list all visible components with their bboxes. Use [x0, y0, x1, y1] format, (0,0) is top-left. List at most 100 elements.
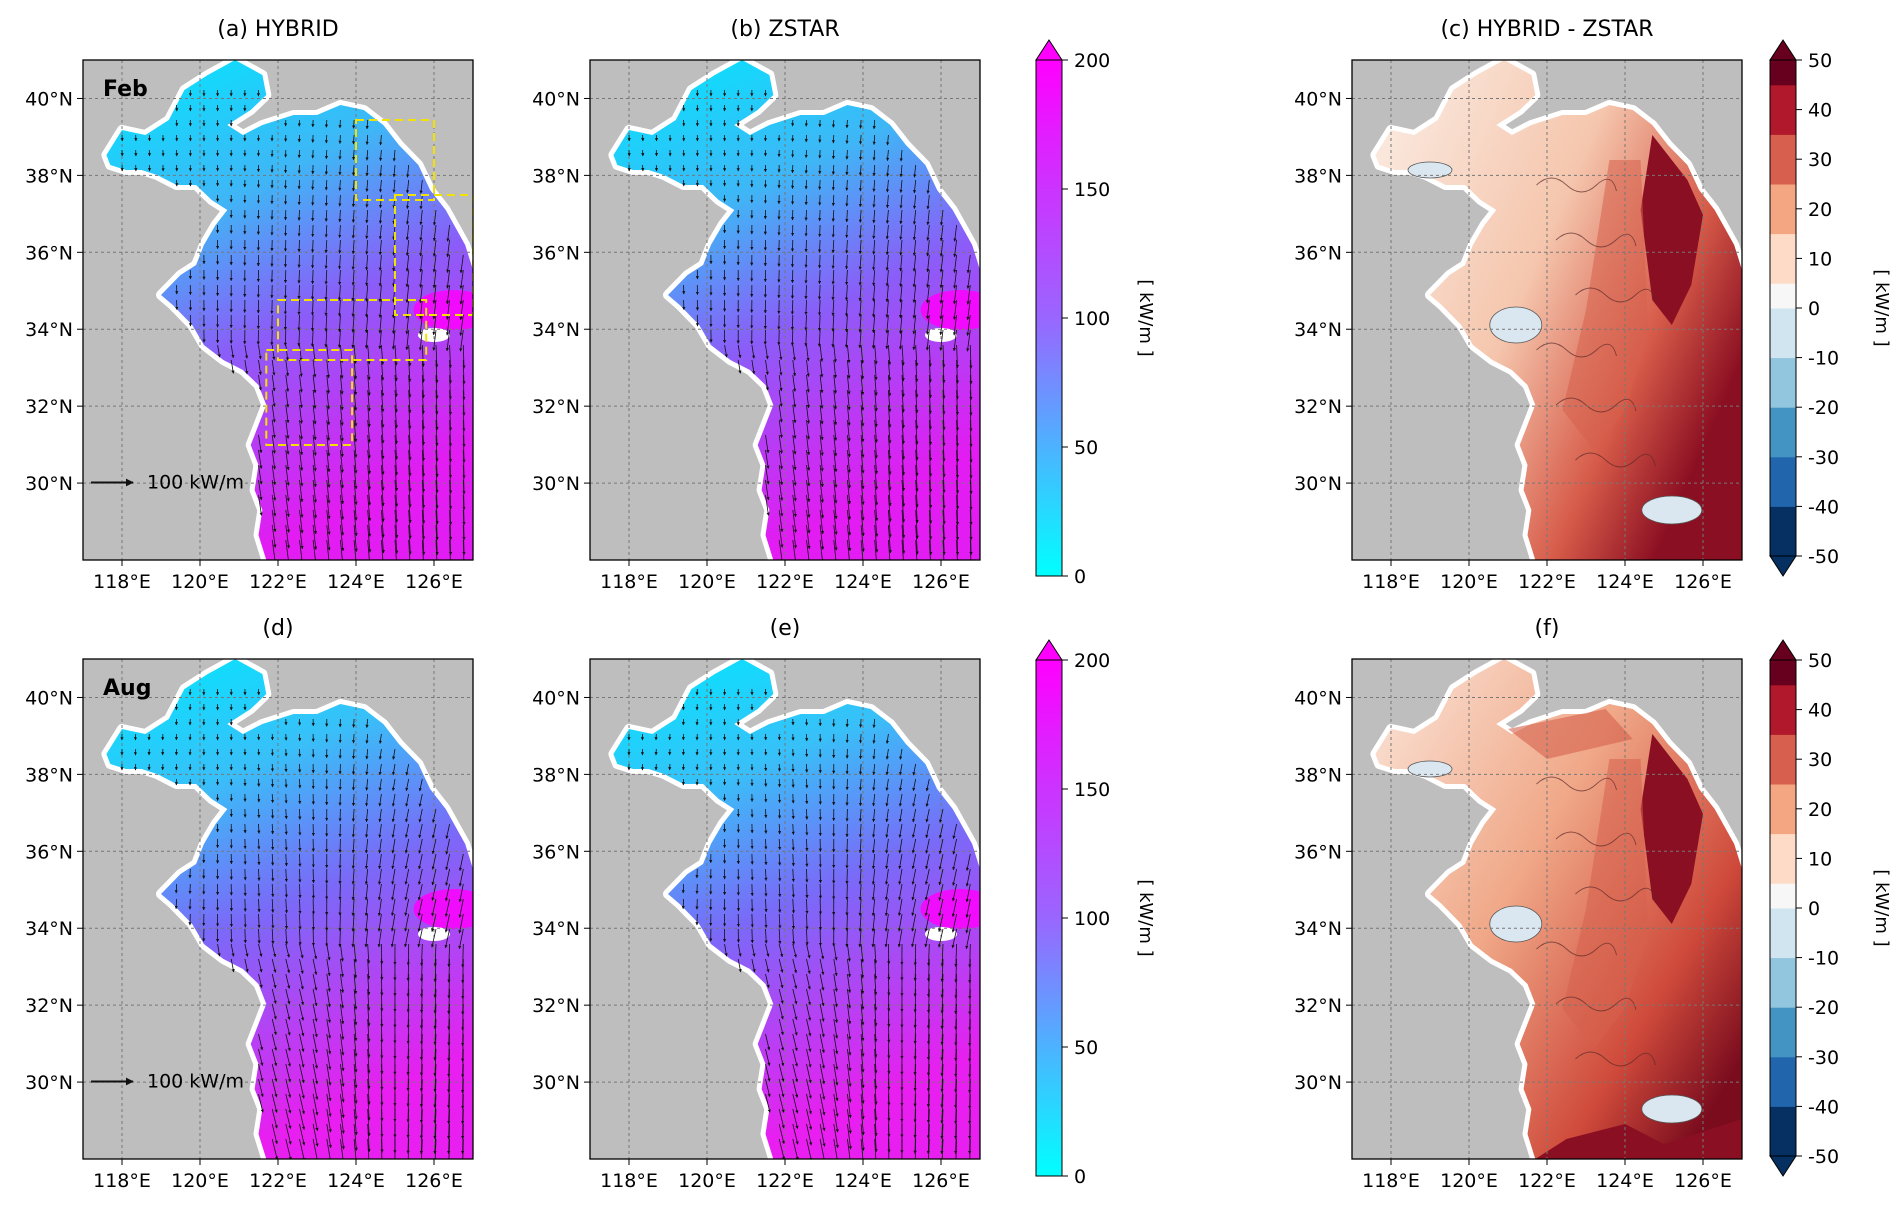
flux-arrow	[899, 269, 903, 287]
flux-arrow	[792, 389, 797, 408]
flux-arrow	[432, 284, 437, 304]
flux-arrow	[367, 404, 371, 428]
flux-arrow	[353, 464, 358, 490]
flux-arrow	[258, 494, 263, 516]
flux-arrow	[435, 419, 439, 447]
flux-arrow	[351, 194, 356, 208]
flux-arrow	[819, 344, 824, 362]
flux-arrow	[311, 239, 315, 253]
flux-arrow	[448, 434, 453, 463]
flux-arrow	[299, 389, 303, 409]
flux-arrow	[818, 179, 822, 190]
flux-arrow	[378, 269, 382, 287]
flux-arrow	[858, 329, 862, 349]
flux-arrow	[750, 913, 754, 928]
flux-arrow	[872, 269, 876, 287]
y-tick-label: 38°N	[25, 165, 73, 187]
flux-arrow	[806, 419, 811, 440]
flux-arrow	[872, 239, 876, 255]
flux-arrow	[367, 359, 371, 381]
flux-arrow	[379, 134, 383, 146]
flux-arrow	[352, 134, 356, 145]
flux-arrow	[365, 284, 369, 302]
flux-arrow	[324, 149, 329, 160]
flux-arrow	[243, 928, 247, 944]
colorbar-tick-label: 50	[1074, 437, 1098, 459]
flux-arrow	[915, 434, 919, 461]
flux-arrow	[405, 329, 410, 351]
flux-arrow	[833, 359, 837, 379]
flux-arrow	[271, 464, 277, 486]
flux-arrow	[831, 209, 835, 222]
flux-arrow	[915, 374, 919, 398]
flux-arrow	[435, 449, 439, 478]
flux-arrow	[966, 254, 971, 274]
flux-arrow	[874, 389, 878, 412]
flux-arrow	[887, 344, 892, 366]
flux-arrow	[271, 389, 276, 407]
flux-arrow	[939, 254, 944, 273]
flux-arrow	[394, 359, 398, 382]
y-tick-label: 30°N	[1294, 473, 1342, 495]
flux-arrow	[792, 434, 797, 455]
y-tick-label: 36°N	[1294, 242, 1342, 264]
flux-arrow	[435, 464, 439, 494]
flux-arrow	[847, 374, 851, 395]
high-flux-patch	[413, 290, 473, 330]
colorbar-tick-label: 0	[1074, 1166, 1086, 1188]
flux-arrow	[737, 359, 742, 374]
flux-arrow	[885, 194, 890, 209]
flux-arrow	[448, 494, 453, 526]
x-tick-label: 122°E	[1518, 1170, 1576, 1192]
flux-arrow	[764, 808, 768, 819]
flux-arrow	[792, 374, 797, 392]
flux-arrow	[912, 329, 917, 351]
flux-arrow	[885, 239, 889, 256]
flux-arrow	[845, 239, 849, 254]
flux-arrow	[435, 524, 439, 556]
flux-arrow	[462, 389, 466, 416]
flux-arrow	[859, 119, 863, 129]
flux-arrow	[435, 359, 439, 384]
flux-arrow	[435, 479, 439, 509]
flux-arrow	[819, 434, 824, 456]
flux-arrow	[791, 778, 795, 788]
flux-arrow	[939, 284, 944, 304]
y-tick-label: 36°N	[532, 841, 580, 863]
flux-arrow	[939, 299, 944, 320]
flux-arrow	[311, 209, 315, 222]
flux-arrow	[421, 419, 426, 446]
flux-arrow	[392, 149, 396, 162]
flux-arrow	[271, 524, 277, 548]
flux-arrow	[860, 404, 865, 427]
colorbar-bin	[1770, 134, 1796, 160]
flux-arrow	[926, 224, 930, 241]
flux-arrow	[230, 359, 235, 374]
flux-arrow	[804, 209, 808, 221]
flux-arrow	[340, 464, 345, 489]
flux-arrow	[847, 344, 851, 364]
flux-arrow	[791, 793, 795, 804]
flux-arrow	[405, 269, 410, 288]
flux-arrow	[778, 404, 783, 423]
panel-title: (c) HYBRID - ZSTAR	[1440, 17, 1653, 42]
colorbar-bin	[1770, 258, 1796, 284]
flux-arrow	[915, 389, 919, 414]
flux-arrow	[367, 509, 372, 537]
x-tick-label: 126°E	[912, 1170, 970, 1192]
flux-arrow	[449, 539, 451, 560]
flux-arrow	[928, 419, 933, 446]
flux-arrow	[299, 539, 303, 560]
flux-arrow	[804, 269, 808, 284]
flux-arrow	[297, 284, 301, 300]
flux-arrow	[297, 239, 301, 253]
flux-arrow	[912, 239, 917, 257]
flux-arrow	[966, 299, 971, 321]
flux-arrow	[939, 209, 944, 226]
flux-arrow	[312, 464, 317, 488]
y-tick-label: 40°N	[1294, 88, 1342, 110]
flux-arrow	[939, 314, 944, 336]
flux-arrow	[462, 359, 466, 385]
flux-arrow	[446, 239, 450, 258]
x-tick-label: 120°E	[678, 1170, 736, 1192]
